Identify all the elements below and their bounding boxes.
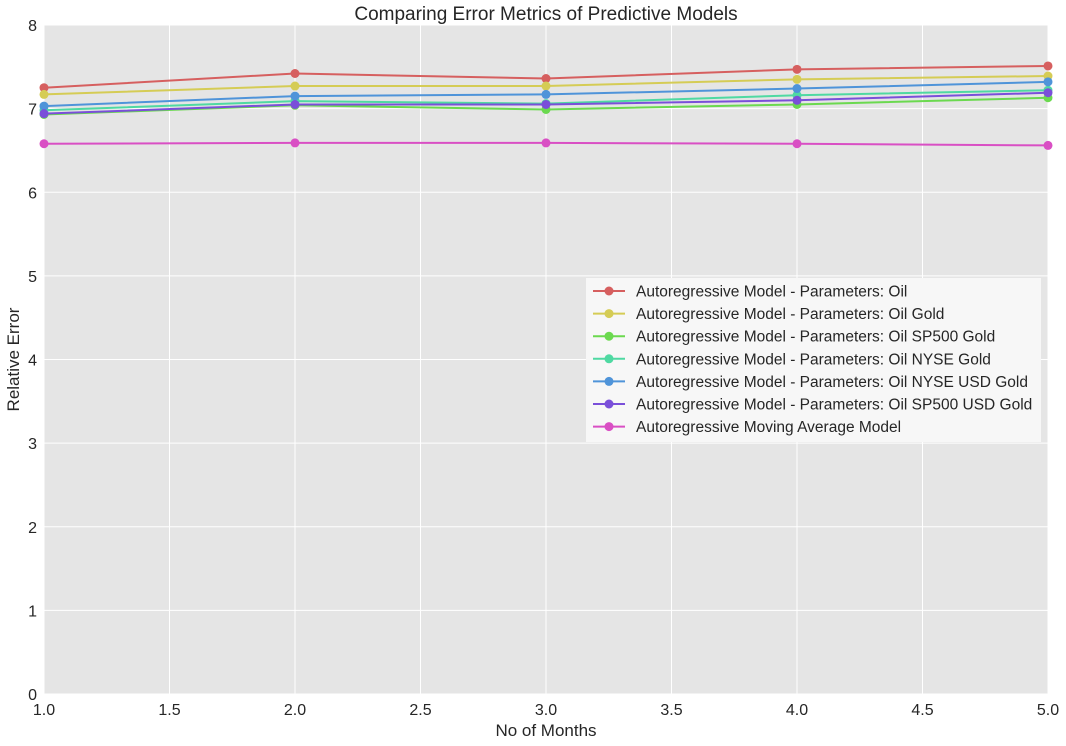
legend-marker <box>604 309 614 319</box>
data-point <box>1043 88 1053 98</box>
data-point <box>792 84 802 94</box>
y-tick-label: 0 <box>28 687 37 704</box>
legend-marker <box>604 376 614 386</box>
legend-item: Autoregressive Model - Parameters: Oil N… <box>593 374 1028 391</box>
data-point <box>39 109 49 119</box>
data-point <box>39 83 49 93</box>
data-point <box>541 74 551 84</box>
legend-item: Autoregressive Model - Parameters: Oil <box>593 284 907 301</box>
legend-label: Autoregressive Model - Parameters: Oil S… <box>636 329 995 346</box>
legend-item: Autoregressive Model - Parameters: Oil S… <box>593 329 995 346</box>
legend-item: Autoregressive Model - Parameters: Oil G… <box>593 306 944 323</box>
legend-marker <box>604 422 614 432</box>
legend-label: Autoregressive Model - Parameters: Oil N… <box>636 374 1028 391</box>
data-point <box>541 99 551 109</box>
x-tick-label: 1.0 <box>33 702 55 719</box>
y-tick-label: 4 <box>28 353 37 370</box>
series-lines <box>39 61 1053 150</box>
x-tick-label: 2.5 <box>409 702 431 719</box>
data-point <box>1043 61 1053 71</box>
y-tick-label: 1 <box>28 603 37 620</box>
data-point <box>290 69 300 79</box>
data-point <box>290 91 300 101</box>
y-tick-label: 2 <box>28 520 37 537</box>
legend-label: Autoregressive Model - Parameters: Oil N… <box>636 351 991 368</box>
legend-marker <box>604 331 614 341</box>
data-point <box>39 139 49 149</box>
x-axis-label: No of Months <box>495 721 596 740</box>
data-point <box>792 95 802 105</box>
x-tick-label: 4.5 <box>911 702 933 719</box>
data-point <box>541 81 551 91</box>
data-point <box>792 139 802 149</box>
y-tick-label: 5 <box>28 269 37 286</box>
x-tick-label: 5.0 <box>1037 702 1059 719</box>
chart-title: Comparing Error Metrics of Predictive Mo… <box>354 4 737 25</box>
legend-label: Autoregressive Model - Parameters: Oil <box>636 284 907 301</box>
series-5 <box>39 77 1053 111</box>
legend: Autoregressive Model - Parameters: Oil Au… <box>586 278 1041 442</box>
legend-item: Autoregressive Moving Average Model <box>593 419 901 436</box>
data-point <box>39 101 49 111</box>
legend-box <box>586 278 1041 442</box>
y-tick-labels: 0 1 2 3 4 5 6 7 8 <box>28 18 37 704</box>
y-axis-label: Relative Error <box>4 307 23 411</box>
legend-item: Autoregressive Model - Parameters: Oil S… <box>593 397 1032 414</box>
data-point <box>290 138 300 148</box>
legend-item: Autoregressive Model - Parameters: Oil N… <box>593 351 991 368</box>
legend-marker <box>604 286 614 296</box>
data-point <box>792 64 802 74</box>
legend-label: Autoregressive Moving Average Model <box>636 419 901 436</box>
y-tick-label: 3 <box>28 436 37 453</box>
x-tick-labels: 1.0 1.5 2.0 2.5 3.0 3.5 4.0 4.5 5.0 <box>33 702 1059 719</box>
x-tick-label: 3.0 <box>535 702 557 719</box>
y-tick-label: 8 <box>28 18 37 35</box>
series-7 <box>39 138 1053 150</box>
legend-label: Autoregressive Model - Parameters: Oil S… <box>636 397 1032 414</box>
data-point <box>792 74 802 84</box>
data-point <box>290 81 300 91</box>
legend-label: Autoregressive Model - Parameters: Oil G… <box>636 306 944 323</box>
x-tick-label: 3.5 <box>660 702 682 719</box>
data-point <box>290 99 300 109</box>
legend-marker <box>604 399 614 409</box>
data-point <box>541 138 551 148</box>
legend-marker <box>604 354 614 364</box>
x-tick-label: 2.0 <box>284 702 306 719</box>
y-tick-label: 7 <box>28 102 37 119</box>
series-6 <box>39 88 1053 119</box>
data-point <box>1043 77 1053 87</box>
grid-lines <box>43 24 1049 695</box>
data-point <box>541 89 551 99</box>
series-1 <box>39 61 1053 93</box>
y-tick-label: 6 <box>28 185 37 202</box>
data-point <box>1043 140 1053 150</box>
data-point <box>39 89 49 99</box>
x-tick-label: 1.5 <box>158 702 180 719</box>
x-tick-label: 4.0 <box>786 702 808 719</box>
